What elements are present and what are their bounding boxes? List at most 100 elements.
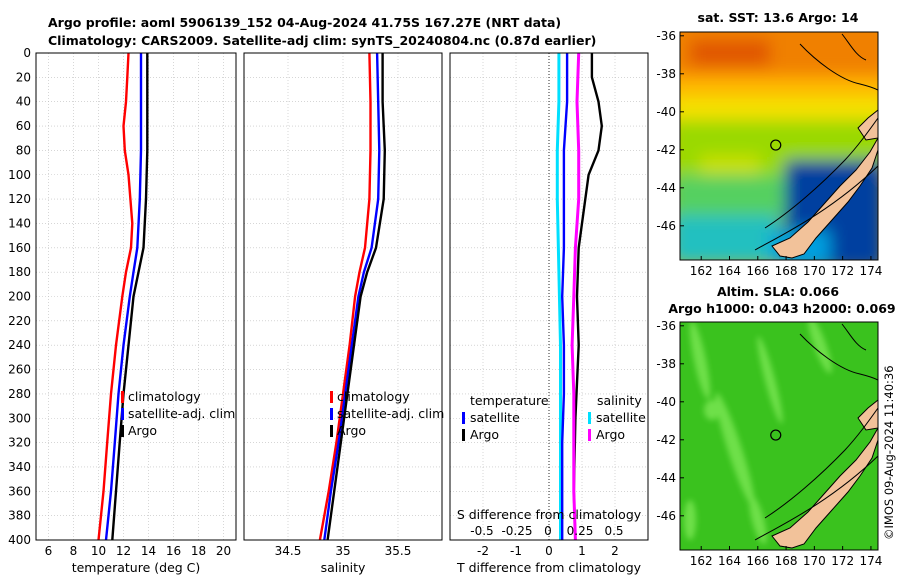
depth-tick-label: 20 <box>16 70 31 84</box>
temperature-xtick-label: 6 <box>45 544 53 558</box>
depth-tick-label: 220 <box>8 314 31 328</box>
temperature-xtick-label: 10 <box>91 544 106 558</box>
diff-s-axis-label: S difference from climatology <box>457 507 642 522</box>
sla_map-ytick-label: -36 <box>656 319 676 333</box>
sst_map-ytick-label: -40 <box>656 105 676 119</box>
difference-xtick-label: -2 <box>477 544 489 558</box>
difference-frame <box>449 52 649 541</box>
diff-legend-sal-swatch <box>588 429 591 441</box>
sst-map-title: sat. SST: 13.6 Argo: 14 <box>698 10 859 25</box>
temperature-legend-label: climatology <box>128 389 201 404</box>
difference-xtick-label: 0 <box>545 544 553 558</box>
diff-legend-sal-label: Argo <box>596 427 625 442</box>
series-difference-s-argo <box>561 53 569 540</box>
series-temperature-satellite-adj-clim <box>104 53 143 541</box>
temperature-xtick-label: 14 <box>141 544 156 558</box>
salinity-xtick-label: 35.5 <box>385 544 412 558</box>
sst_map-xtick-label: 166 <box>746 264 769 278</box>
sst_map-xtick-label: 172 <box>831 264 854 278</box>
salinity-legend-label: satellite-adj. clim <box>337 406 444 421</box>
diff-legend-sal-label: satellite <box>596 410 646 425</box>
salinity-xtick-label: 35 <box>335 544 350 558</box>
sla-field <box>680 322 878 550</box>
salinity-legend-label: Argo <box>337 423 366 438</box>
depth-tick-label: 360 <box>8 484 31 498</box>
sla_map-ytick-label: -40 <box>656 395 676 409</box>
title-line-2: Climatology: CARS2009. Satellite-adj cli… <box>48 33 596 49</box>
diff-s-tick-label: 0 <box>544 524 552 538</box>
temperature-legend-swatch <box>121 391 124 403</box>
depth-tick-label: 280 <box>8 387 31 401</box>
diff-legend-temp-label: satellite <box>470 410 520 425</box>
sla-axes: 162 164 166 168 170 172 174 -36 -38 -40 -42 -44 -46 <box>656 319 882 568</box>
sst-float-marker <box>770 139 782 151</box>
series-difference-t-argo <box>572 53 603 541</box>
temperature-xtick-label: 16 <box>166 544 181 558</box>
sla_map-ytick-label: -38 <box>656 357 676 371</box>
sst_map-xtick-label: 162 <box>690 264 713 278</box>
depth-tick-label: 240 <box>8 338 31 352</box>
depth-tick-label: 380 <box>8 509 31 523</box>
temperature-xtick-label: 12 <box>116 544 131 558</box>
depth-tick-label: 120 <box>8 192 31 206</box>
sla_map-xtick-label: 172 <box>831 554 854 568</box>
series-difference-s-satellite <box>570 52 581 541</box>
depth-tick-label: 100 <box>8 168 31 182</box>
sla_map-ytick-label: -44 <box>656 471 676 485</box>
sst_map-xtick-label: 164 <box>718 264 741 278</box>
panel-temperature: 6 8 10 12 14 16 18 20 temperature (deg C) climato… <box>35 52 237 575</box>
difference-xtick-label: -1 <box>510 544 522 558</box>
temperature-legend-label: satellite-adj. clim <box>128 406 235 421</box>
sst_map-xtick-label: 174 <box>859 264 882 278</box>
series-temperature-argo <box>111 53 149 541</box>
sla_map-xtick-label: 174 <box>859 554 882 568</box>
depth-tick-label: 320 <box>8 436 31 450</box>
salinity-legend-swatch <box>330 408 333 420</box>
sst_map-frame <box>679 31 879 261</box>
diff-s-tick-label: 0.25 <box>567 524 594 538</box>
salinity-legend-label: climatology <box>337 389 410 404</box>
temperature-legend-swatch <box>121 425 124 437</box>
sla_map-xtick-label: 168 <box>775 554 798 568</box>
depth-tick-label: 40 <box>16 95 31 109</box>
sla_map-xtick-label: 164 <box>718 554 741 568</box>
series-difference-t-satellite <box>555 53 562 540</box>
depth-tick-label: 340 <box>8 460 31 474</box>
difference-xtick-label: 1 <box>578 544 586 558</box>
panel-salinity: 34.5 35 35.5 salinity climatology satellite-a… <box>243 52 444 575</box>
depth-tick-label: 0 <box>23 46 31 60</box>
depth-tick-label: 260 <box>8 363 31 377</box>
diff-legend-temp-title: temperature <box>470 393 549 408</box>
temperature-xtick-label: 18 <box>191 544 206 558</box>
depth-tick-label: 160 <box>8 241 31 255</box>
depth-tick-label: 200 <box>8 290 31 304</box>
diff-s-tick-label: -0.25 <box>501 524 532 538</box>
sst_map-ytick-label: -44 <box>656 181 676 195</box>
depth-tick-label: 140 <box>8 216 31 230</box>
depth-tick-label: 60 <box>16 119 31 133</box>
sst_map-ytick-label: -36 <box>656 29 676 43</box>
salinity-frame <box>243 52 443 541</box>
panel-difference: -2 -1 0 1 2 T difference from climatology temp… <box>449 52 649 575</box>
sla_map-xtick-label: 166 <box>746 554 769 568</box>
temperature-xlabel: temperature (deg C) <box>72 560 201 575</box>
salinity-xlabel: salinity <box>321 560 366 575</box>
salinity-legend-swatch <box>330 391 333 403</box>
sst_map-ytick-label: -42 <box>656 143 676 157</box>
diff-legend-temp-swatch <box>462 429 465 441</box>
timestamp: ©IMOS 09-Aug-2024 11:40:36 <box>882 365 896 540</box>
sla_map-xtick-label: 170 <box>803 554 826 568</box>
sst-field <box>680 32 878 260</box>
diff-legend-sal-swatch <box>588 412 591 424</box>
salinity-legend-swatch <box>330 425 333 437</box>
sst_map-xtick-label: 168 <box>775 264 798 278</box>
difference-xlabel: T difference from climatology <box>456 560 642 575</box>
diff-legend-temp-swatch <box>462 412 465 424</box>
temperature-xtick-label: 20 <box>216 544 231 558</box>
series-salinity-argo <box>326 53 386 541</box>
title-line-1: Argo profile: aoml 5906139_152 04-Aug-20… <box>48 15 561 31</box>
temperature-legend-swatch <box>121 408 124 420</box>
sla-map-title: Altim. SLA: 0.066 <box>717 284 839 299</box>
